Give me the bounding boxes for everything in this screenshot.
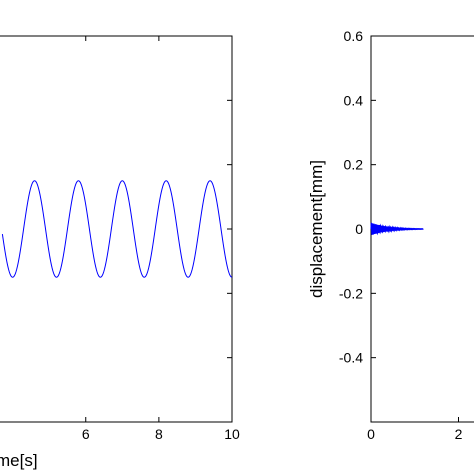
left-x-tick-label-8: 8 bbox=[155, 426, 163, 442]
right-series-line bbox=[370, 222, 424, 236]
right-x-tick-label: 2 bbox=[455, 426, 463, 442]
right-y-axis-label: displacement[mm] bbox=[307, 160, 326, 298]
left-x-ticks: 6 8 10 bbox=[82, 36, 240, 442]
right-y-tick-label: -0.4 bbox=[339, 350, 363, 366]
right-y-tick-label: -0.2 bbox=[339, 285, 363, 301]
left-x-axis-label: me[s] bbox=[0, 451, 38, 470]
left-plot-frame bbox=[0, 35, 233, 423]
right-y-tick-label: 0.6 bbox=[344, 28, 364, 44]
right-y-ticks: 0.6 0.4 0.2 0 -0.2 -0.4 bbox=[339, 28, 376, 366]
right-y-tick-label: 0.2 bbox=[344, 157, 364, 173]
left-x-tick-label-10: 10 bbox=[224, 426, 240, 442]
left-x-tick-label-6: 6 bbox=[82, 426, 90, 442]
left-y-ticks bbox=[227, 35, 232, 423]
left-series-line bbox=[1, 180, 233, 278]
right-y-tick-label: 0.4 bbox=[344, 92, 364, 108]
right-x-tick-label: 0 bbox=[367, 426, 375, 442]
left-chart: 6 8 10 me[s] bbox=[0, 35, 240, 470]
right-y-tick-label: 0 bbox=[355, 221, 363, 237]
